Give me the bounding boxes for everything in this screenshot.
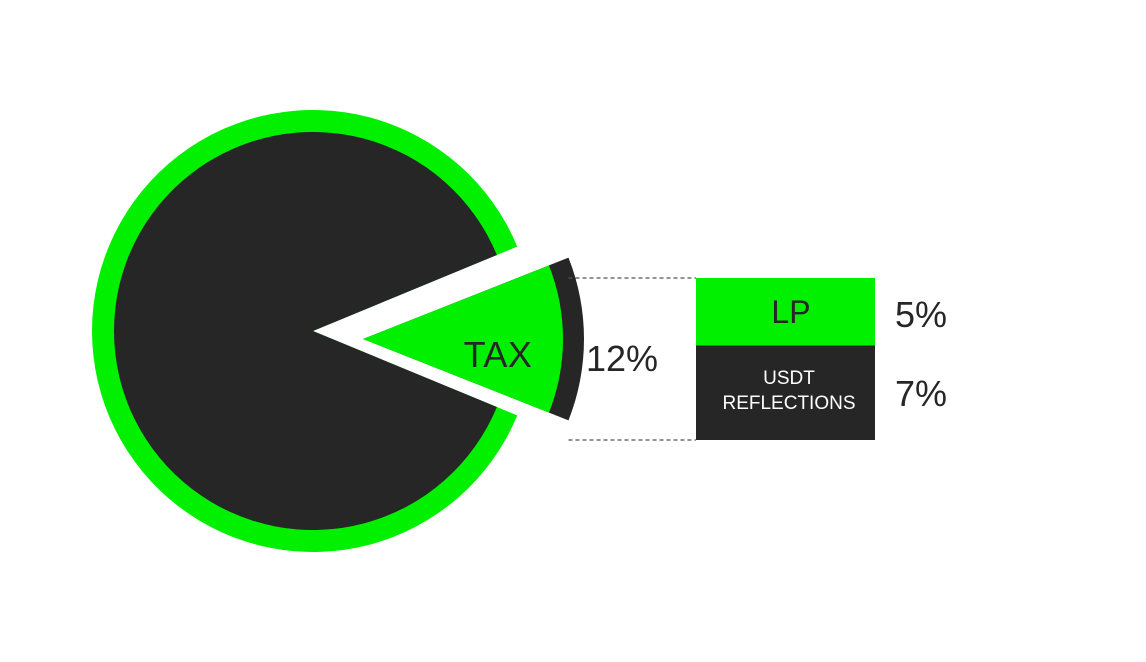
breakdown-label-usdt-line2: REFLECTIONS [722, 393, 855, 414]
breakdown-bar-usdt [696, 345, 875, 440]
tax-slice [363, 265, 564, 413]
breakdown-label-usdt-line1: USDT [763, 368, 815, 389]
breakdown-value-lp: 5% [895, 294, 947, 335]
tax-label: TAX [464, 334, 533, 375]
breakdown-value-usdt: 7% [895, 373, 947, 414]
breakdown-label-lp: LP [771, 294, 810, 330]
tax-total-label: 12% [586, 338, 658, 379]
pie-slice-main [114, 131, 497, 530]
breakdown-bar-lp [696, 278, 875, 346]
